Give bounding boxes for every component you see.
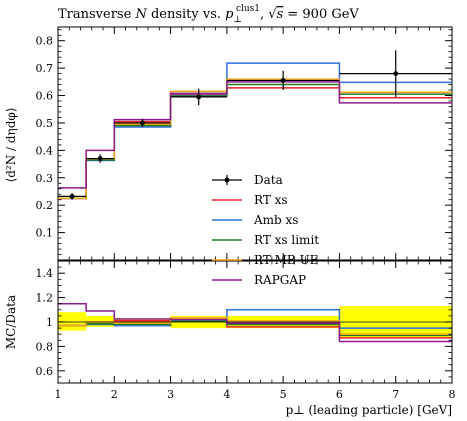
data-point bbox=[69, 194, 75, 199]
ratio-y-tick-label: 1.2 bbox=[36, 292, 54, 305]
y-axis-label-ratio: MC/Data bbox=[4, 295, 18, 349]
y-axis-label-main: ⟨d²N / dηdφ⟩ bbox=[4, 108, 18, 183]
y-tick-label: 0.3 bbox=[36, 172, 54, 185]
x-tick-label: 4 bbox=[223, 388, 230, 401]
data-point bbox=[97, 156, 103, 161]
data-point bbox=[140, 120, 145, 126]
data-point bbox=[393, 71, 399, 76]
legend: Data RT xs Amb xs RT xs limit RT MB UE RAPGAP bbox=[212, 173, 319, 287]
ratio-uncertainty-band bbox=[58, 312, 87, 331]
y-tick-label: 0.4 bbox=[36, 144, 54, 157]
x-tick-label: 5 bbox=[280, 388, 287, 401]
legend-label-rt-xs-limit: RT xs limit bbox=[254, 233, 319, 247]
x-tick-label: 3 bbox=[167, 388, 174, 401]
y-tick-label: 0.5 bbox=[36, 117, 54, 130]
data-point bbox=[196, 94, 202, 100]
main-plot-frame bbox=[57, 26, 453, 261]
legend-label-amb-xs: Amb xs bbox=[253, 213, 298, 227]
x-tick-label: 7 bbox=[392, 388, 399, 401]
ratio-y-tick-label: 0.8 bbox=[36, 340, 54, 353]
x-tick-label: 2 bbox=[111, 388, 118, 401]
x-tick-label: 1 bbox=[55, 388, 62, 401]
ratio-y-tick-label: 0.6 bbox=[36, 365, 54, 378]
x-tick-label: 6 bbox=[336, 388, 343, 401]
y-tick-label: 0.7 bbox=[36, 62, 54, 75]
ratio-plot: 0.6 0.8 1 1.2 1.4 1 2 3 4 5 6 7 8 bbox=[36, 260, 456, 401]
chart-title: Transverse N density vs. p⊥clus1, √s = 9… bbox=[58, 4, 359, 25]
y-tick-label: 0.2 bbox=[36, 199, 54, 212]
ratio-y-tick-label: 1.4 bbox=[36, 267, 54, 280]
y-tick-label: 0.1 bbox=[36, 227, 54, 240]
y-tick-label: 0.6 bbox=[36, 90, 54, 103]
legend-marker-data bbox=[224, 177, 230, 183]
data-point bbox=[280, 78, 286, 83]
y-tick-label: 0.8 bbox=[36, 35, 54, 48]
x-tick-label: 8 bbox=[449, 388, 456, 401]
x-axis-label: p⊥ (leading particle) [GeV] bbox=[286, 403, 452, 417]
ratio-y-tick-label: 1 bbox=[46, 316, 53, 329]
ratio-line-rapgap bbox=[58, 302, 452, 343]
legend-label-rapgap: RAPGAP bbox=[254, 273, 306, 287]
legend-label-data: Data bbox=[254, 173, 283, 187]
main-plot: 0.1 0.2 0.3 0.4 0.5 0.6 0.7 0.8 bbox=[36, 26, 453, 261]
legend-label-rt-mb-ue: RT MB UE bbox=[254, 253, 318, 267]
series-line-rapgap bbox=[58, 81, 452, 189]
legend-label-rt-xs: RT xs bbox=[254, 193, 288, 207]
